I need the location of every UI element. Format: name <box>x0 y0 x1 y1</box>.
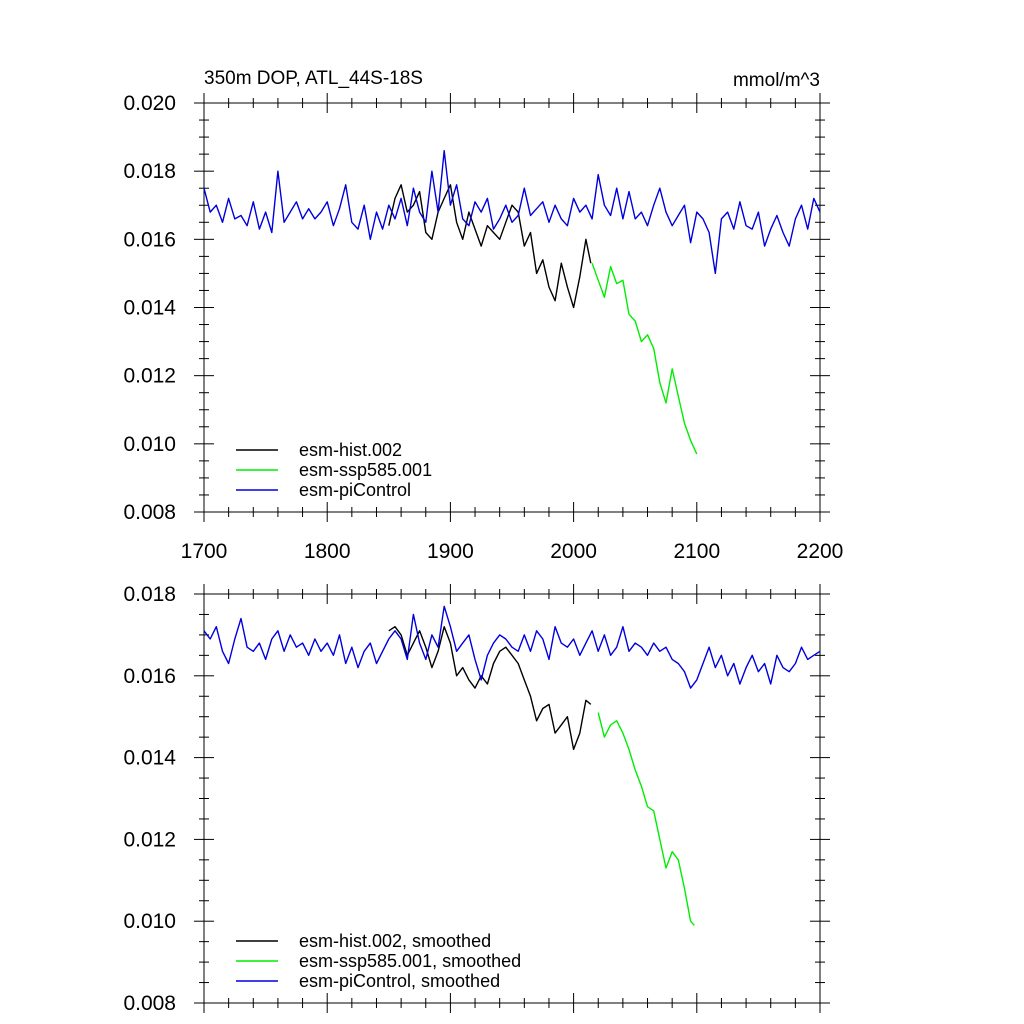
series-line-esm-ssp585-001 <box>591 262 698 455</box>
legend-label: esm-ssp585.001 <box>299 460 432 480</box>
y-tick-label: 0.010 <box>123 910 176 933</box>
x-tick-label: 2200 <box>797 540 844 563</box>
legend-label: esm-ssp585.001, smoothed <box>299 951 521 971</box>
series-line-esm-picontrol-smoothed <box>203 605 821 689</box>
raw-chart-panel: 1700 1800 1900 2000 2100 2200 0.008 0.010 0.012 0… <box>123 92 843 563</box>
plot-frame <box>203 102 821 513</box>
y-tick-label: 0.016 <box>123 228 176 251</box>
y-tick-label: 0.020 <box>123 92 176 115</box>
series-line-esm-ssp585-001-smoothed <box>597 712 695 926</box>
y-tick-label: 0.008 <box>123 501 176 524</box>
series-line-esm-picontrol <box>203 149 821 275</box>
y-tick-label: 0.014 <box>123 297 176 320</box>
series-line-esm-hist-002-smoothed <box>388 626 592 751</box>
legend-label: esm-piControl, smoothed <box>299 971 500 991</box>
y-tick-label: 0.012 <box>123 365 176 388</box>
legend-label: esm-hist.002, smoothed <box>299 931 491 951</box>
x-tick-label: 2100 <box>673 540 720 563</box>
legend-label: esm-piControl <box>299 480 411 500</box>
y-tick-label: 0.018 <box>123 160 176 183</box>
x-tick-label: 2000 <box>550 540 597 563</box>
y-tick-label: 0.018 <box>123 583 176 606</box>
figure-title: 350m DOP, ATL_44S-18S <box>204 68 423 89</box>
y-tick-label: 0.014 <box>123 747 176 770</box>
smoothed-chart-panel: 0.008 0.010 0.012 0.014 0.016 0.018 esm-hist.0… <box>123 583 830 1015</box>
x-tick-label: 1700 <box>181 540 228 563</box>
units-label: mmol/m^3 <box>733 70 820 91</box>
y-tick-label: 0.008 <box>123 992 176 1015</box>
legend-label: esm-hist.002 <box>299 440 402 460</box>
series-line-esm-hist-002 <box>388 184 592 309</box>
y-tick-label: 0.012 <box>123 828 176 851</box>
x-tick-label: 1900 <box>427 540 474 563</box>
x-tick-label: 1800 <box>304 540 351 563</box>
y-tick-label: 0.010 <box>123 433 176 456</box>
y-tick-label: 0.016 <box>123 665 176 688</box>
